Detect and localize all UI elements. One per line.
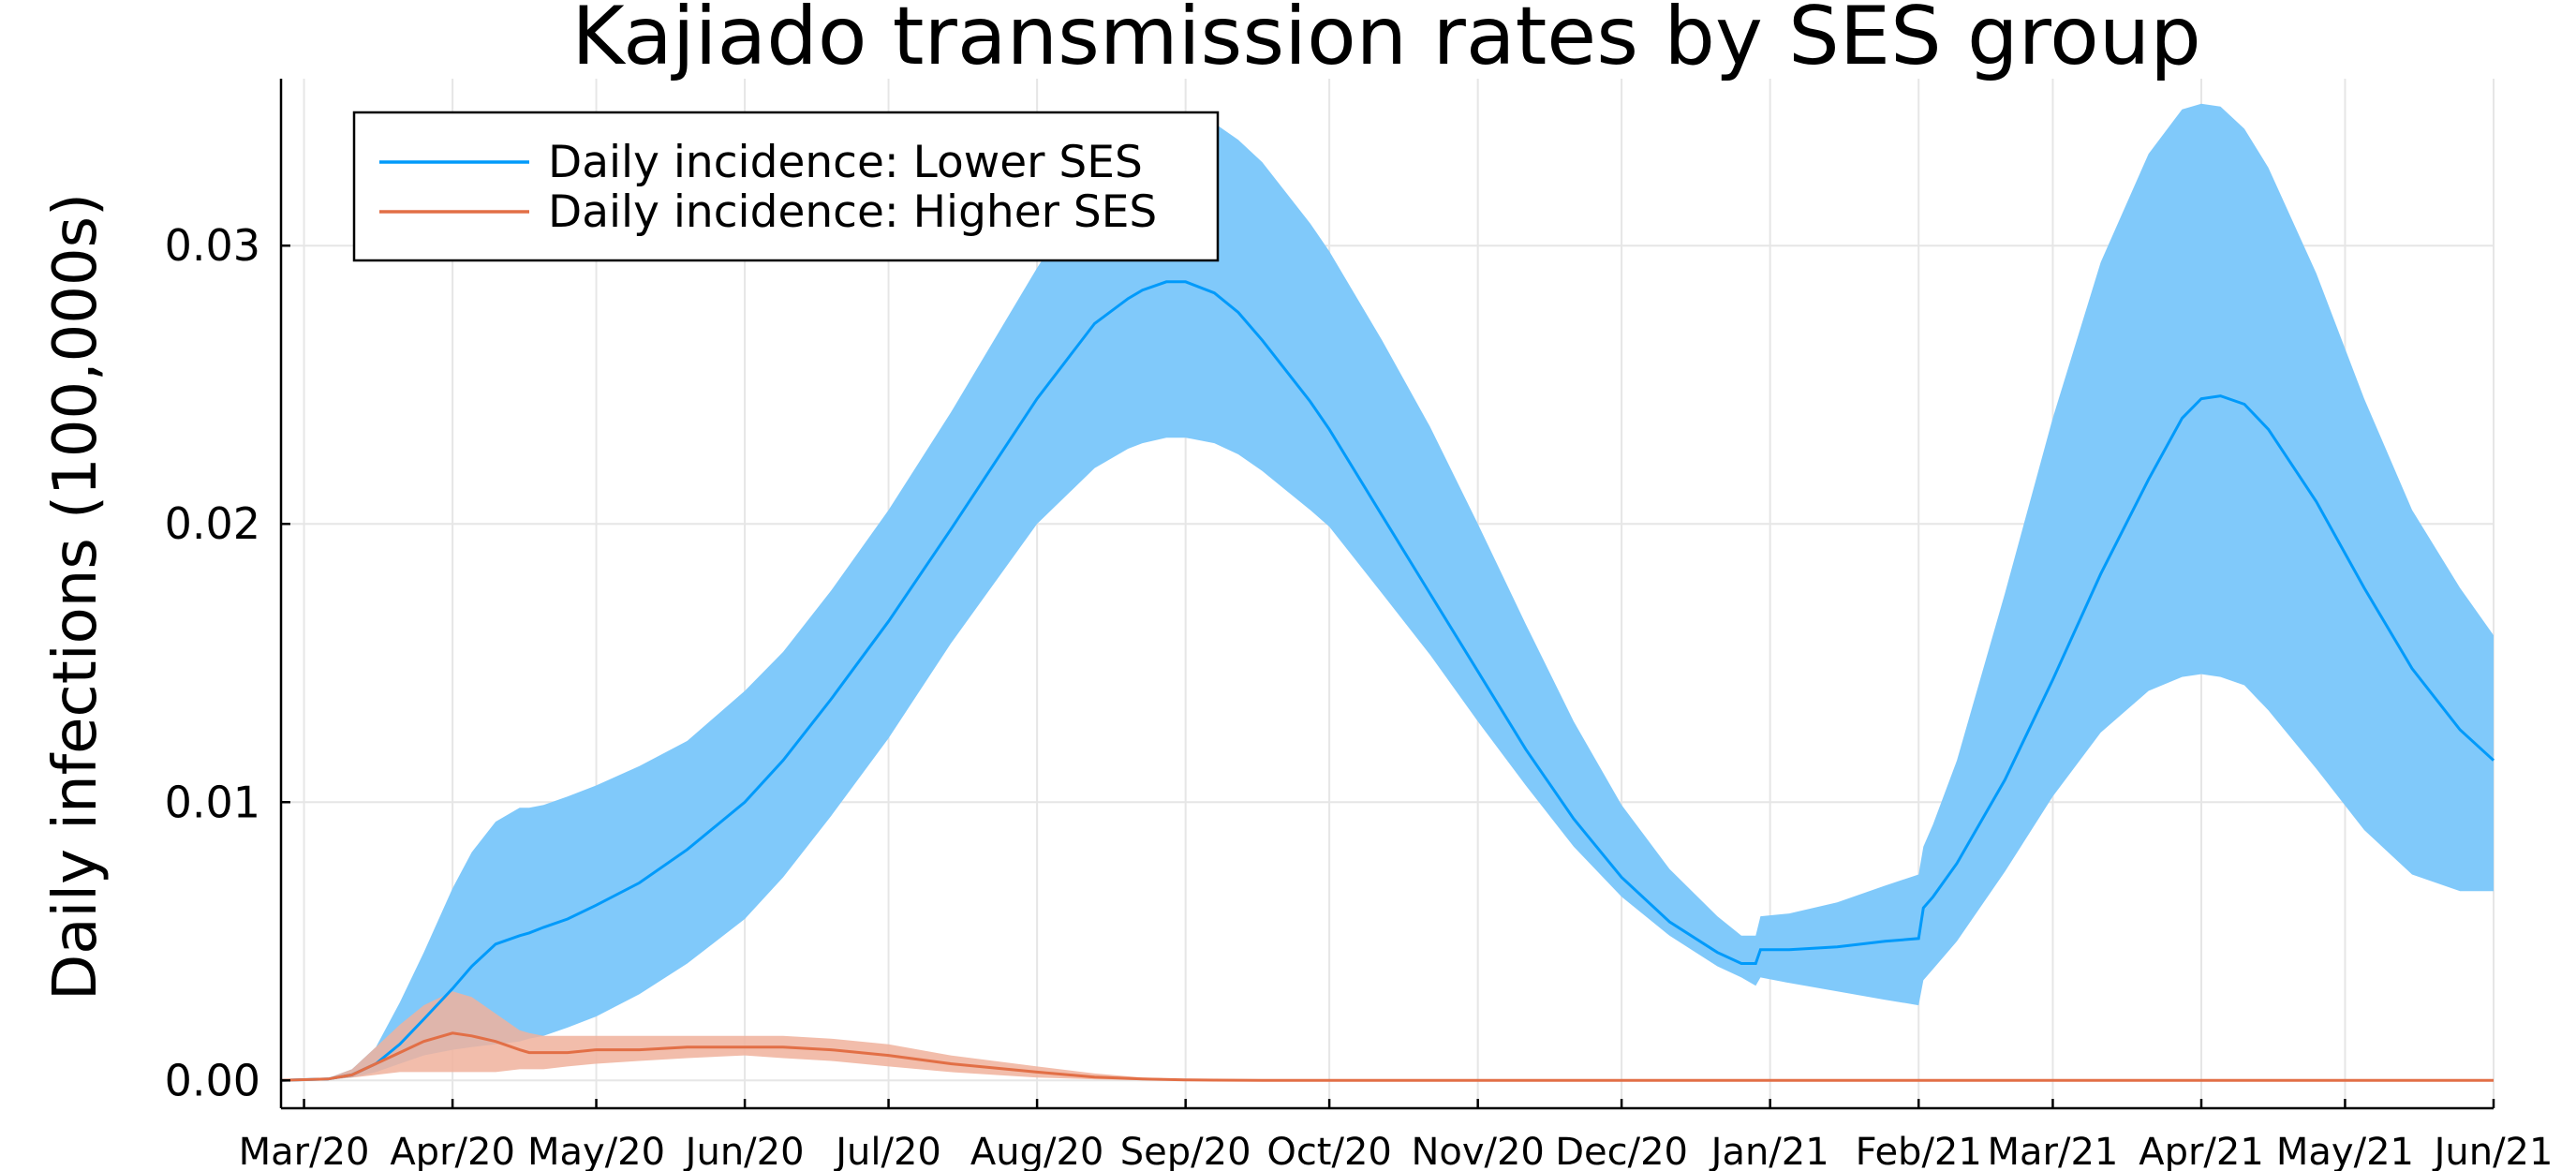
x-tick-label: Jun/21 [2432,1131,2554,1171]
y-axis-label: Daily infections (100,000s) [41,193,111,1001]
x-tick-label: Jan/21 [1709,1131,1829,1171]
x-tick-label: May/20 [527,1131,665,1171]
x-tick-label: Mar/20 [239,1131,370,1171]
x-tick-label: Dec/20 [1555,1131,1688,1171]
axes [279,79,2494,1110]
series-line-higher-ses [279,1031,2494,1082]
confidence-band-lower-ses [280,103,2494,1081]
chart-title: Kajiado transmission rates by SES group [571,0,2201,83]
y-tick-label: 0.03 [165,220,260,271]
y-tick-label: 0.00 [165,1055,260,1105]
x-tick-label: Aug/20 [970,1131,1103,1171]
x-tick-label: Feb/21 [1856,1131,1982,1171]
x-tick-label: Sep/20 [1120,1131,1251,1171]
y-tick-label: 0.02 [165,498,260,549]
x-tick-label: Oct/20 [1266,1131,1392,1171]
x-tick-label: Apr/20 [390,1131,515,1171]
series-line-lower-ses [279,280,2495,1082]
x-tick-label: Jun/20 [683,1131,805,1171]
legend-label-lower-ses: Daily incidence: Lower SES [548,137,1143,188]
x-tick-label: Nov/20 [1411,1131,1544,1171]
confidence-band-higher-ses [280,991,2494,1081]
confidence-bands [280,103,2494,1081]
x-tick-label: Jul/20 [833,1131,941,1171]
y-tick-label: 0.01 [165,777,260,827]
x-tick-label: Mar/21 [1988,1131,2119,1171]
legend: Daily incidence: Lower SES Daily inciden… [352,111,1220,262]
legend-box [352,111,1220,262]
x-tick-label: May/21 [2276,1131,2414,1171]
legend-label-higher-ses: Daily incidence: Higher SES [548,186,1157,238]
ticks: Mar/20 Apr/20 May/20 Jun/20 Jul/20 Aug/20 Sep/… [165,220,2554,1171]
x-tick-label: Apr/21 [2139,1131,2264,1171]
series-lines [279,280,2495,1082]
